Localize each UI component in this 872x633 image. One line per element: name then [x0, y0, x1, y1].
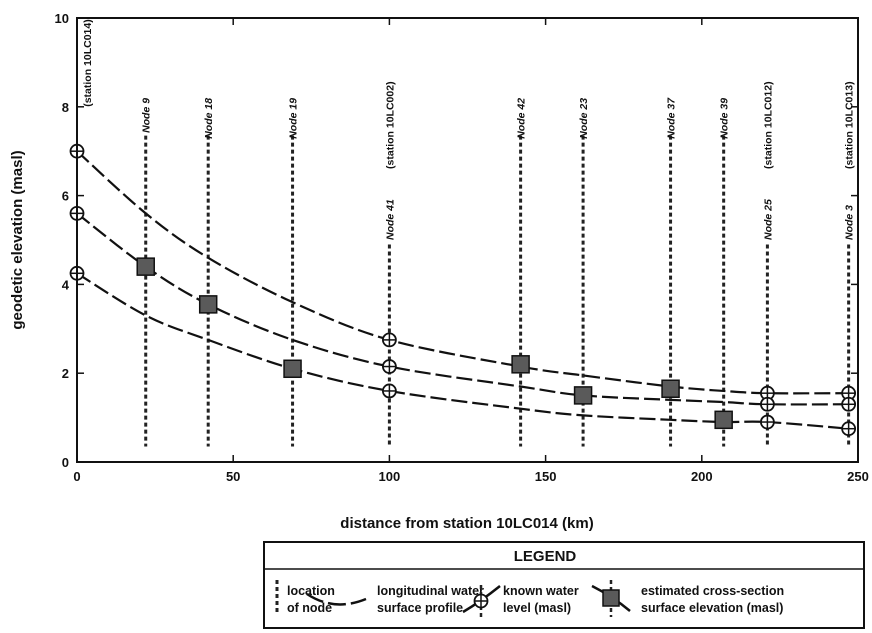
profile-line-0 — [76, 150, 849, 395]
node-label-10: Node 3 — [844, 205, 856, 240]
known-level-marker — [381, 383, 397, 399]
node-label-8: Node 39 — [719, 98, 731, 139]
x-tick-label: 100 — [379, 469, 401, 484]
legend-known-text-2: level (masl) — [503, 601, 571, 615]
axis-ticks: 0 50 100 150 200 250 0 2 4 6 8 10 — [55, 11, 869, 484]
x-tick-label: 0 — [73, 469, 80, 484]
legend-known-text-1: known water — [503, 584, 579, 598]
node-label-5: Node 42 — [516, 98, 528, 139]
estimated-elevation-marker — [283, 359, 302, 379]
station-label-10: (station 10LC013) — [844, 81, 856, 169]
known-level-marker — [841, 396, 857, 412]
station-label-9: (station 10LC012) — [762, 81, 774, 169]
station-label-4: (station 10LC002) — [384, 81, 396, 169]
known-level-marker — [760, 396, 775, 412]
legend-estimated-text-2: surface elevation (masl) — [641, 601, 783, 615]
legend-estimated-text-1: estimated cross-section — [641, 584, 784, 598]
known-level-marker — [381, 332, 397, 348]
node-label-7: Node 37 — [666, 97, 678, 139]
legend-profile-swatch — [306, 592, 367, 606]
x-tick-label: 50 — [226, 469, 240, 484]
plot-frame — [76, 17, 859, 463]
node-label-3: Node 19 — [288, 98, 300, 139]
legend-node-text-1: location — [287, 584, 335, 598]
estimated-elevation-marker — [661, 379, 680, 398]
estimated-elevation-marker — [714, 410, 733, 430]
legend-known-swatch — [462, 585, 501, 617]
y-tick-label: 10 — [55, 11, 69, 26]
y-tick-label: 0 — [62, 455, 69, 470]
legend-title: LEGEND — [514, 548, 577, 565]
known-level-marker — [841, 421, 857, 437]
legend-profile-text-2: surface profile — [377, 601, 463, 615]
legend-estimated-swatch — [591, 580, 631, 617]
estimated-elevation-marker — [136, 257, 155, 276]
legend-box — [263, 541, 865, 629]
y-tick-label: 6 — [62, 189, 69, 204]
node-label-2: Node 18 — [203, 98, 215, 139]
estimated-elevation-marker — [198, 295, 218, 314]
y-tick-label: 4 — [62, 277, 70, 292]
x-tick-label: 150 — [535, 469, 557, 484]
plot-area: (station 10LC014) Node 9 Node 18 Node 19 Nod… — [69, 19, 857, 447]
legend-profile-text-1: longitudinal water — [377, 584, 484, 598]
node-label-9: Node 25 — [762, 199, 774, 240]
x-axis-label: distance from station 10LC014 (km) — [340, 515, 593, 532]
known-level-marker — [381, 359, 397, 374]
y-tick-label: 8 — [62, 100, 69, 115]
node-label-1: Node 9 — [141, 98, 153, 133]
profile-line-1 — [76, 212, 849, 406]
x-tick-label: 250 — [847, 469, 869, 484]
estimated-elevation-marker — [573, 386, 593, 405]
y-axis-label: geodetic elevation (masl) — [9, 150, 26, 329]
profile-line-2 — [76, 272, 849, 430]
estimated-elevation-marker — [511, 355, 530, 374]
y-tick-label: 2 — [62, 366, 69, 381]
known-level-marker — [760, 414, 775, 430]
station-label-0: (station 10LC014) — [82, 19, 94, 107]
node-label-6: Node 23 — [578, 98, 590, 139]
legend: LEGEND location of node longitudinal wat… — [263, 541, 865, 629]
legend-node-text-2: of node — [287, 601, 332, 615]
known-level-marker — [760, 385, 775, 401]
node-label-4: Node 41 — [384, 199, 396, 240]
x-tick-label: 200 — [691, 469, 713, 484]
